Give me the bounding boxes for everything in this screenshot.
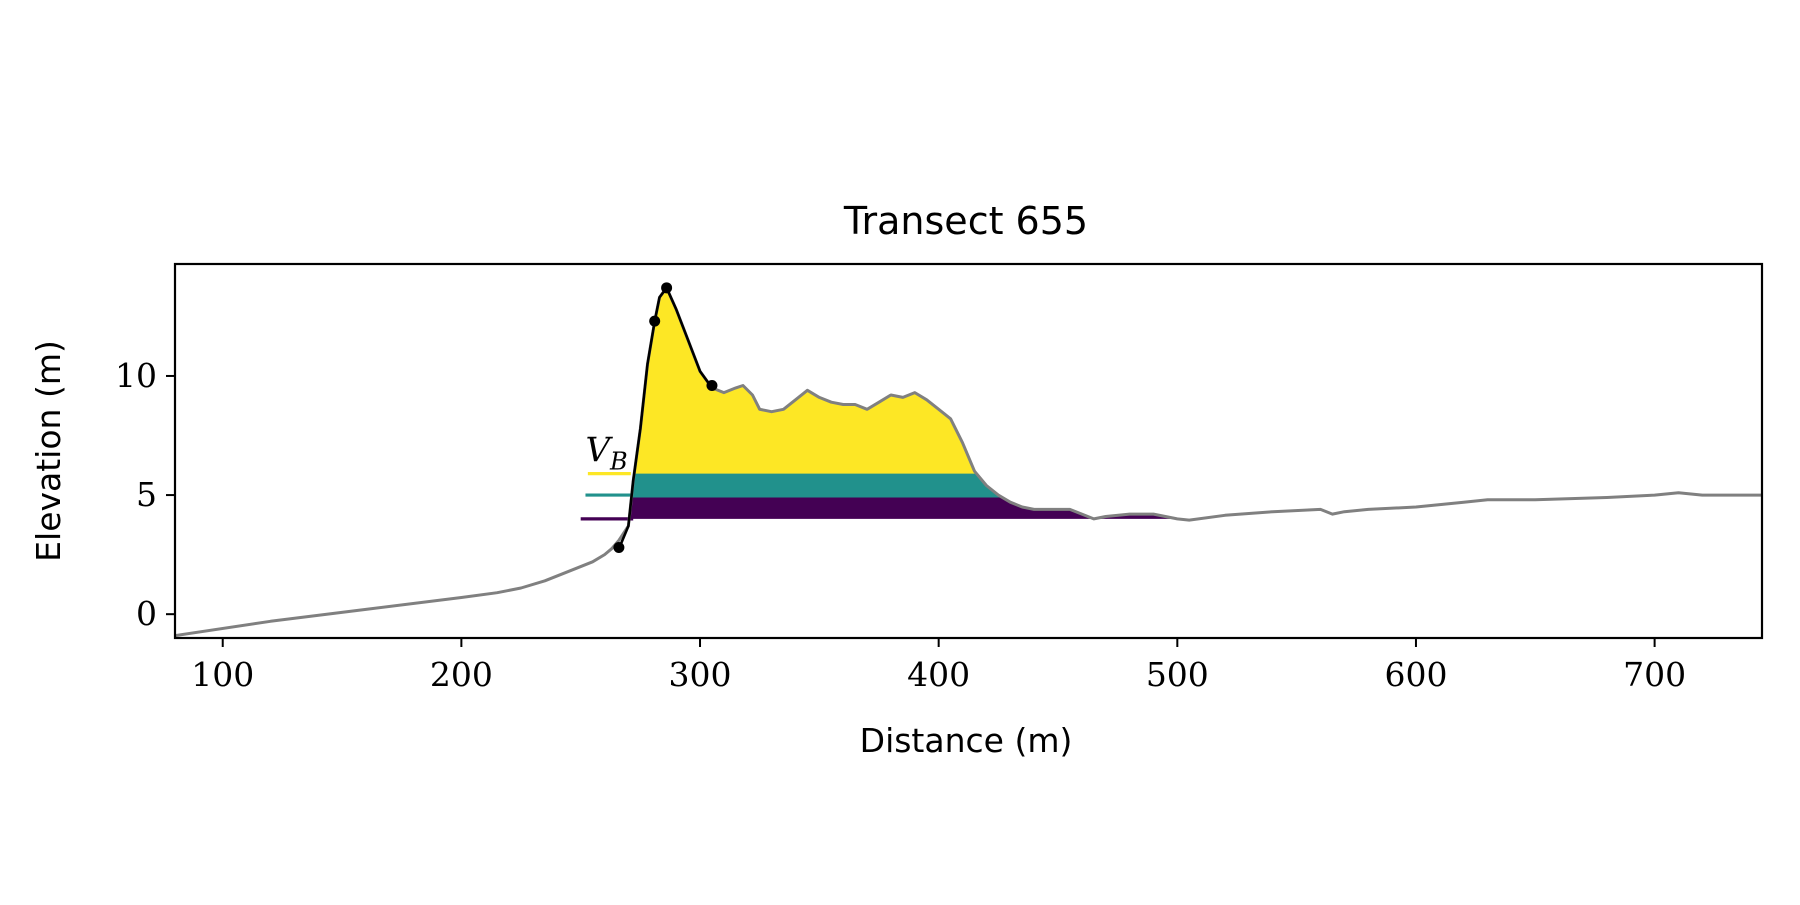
plot-frame — [173, 262, 1764, 640]
x-tick-label: 300 — [669, 655, 732, 694]
y-tick-label: 5 — [136, 475, 157, 514]
volume-band-upper — [634, 287, 1001, 474]
y-axis: 0 5 10 — [115, 356, 175, 633]
x-axis: 100 200 300 400 500 600 700 — [191, 638, 1686, 694]
vb-annotation-subscript: B — [609, 448, 628, 476]
x-tick-label: 700 — [1623, 655, 1686, 694]
x-tick-label: 600 — [1384, 655, 1447, 694]
x-tick-label: 200 — [430, 655, 493, 694]
chart-title: Transect 655 — [843, 199, 1088, 243]
profile-marker — [649, 315, 661, 327]
x-tick-label: 400 — [907, 655, 970, 694]
vb-annotation: VB — [585, 431, 627, 476]
vb-annotation-main: V — [585, 431, 613, 471]
profile-marker — [661, 282, 673, 294]
y-axis-label: Elevation (m) — [29, 340, 68, 562]
x-tick-label: 100 — [191, 655, 254, 694]
x-axis-label: Distance (m) — [860, 721, 1073, 760]
x-tick-label: 500 — [1146, 655, 1209, 694]
plot-area — [175, 282, 1762, 638]
profile-marker — [706, 379, 718, 391]
y-tick-label: 10 — [115, 356, 157, 395]
y-tick-label: 0 — [136, 594, 157, 633]
dune-face-line — [617, 286, 714, 550]
profile-marker — [613, 541, 625, 553]
